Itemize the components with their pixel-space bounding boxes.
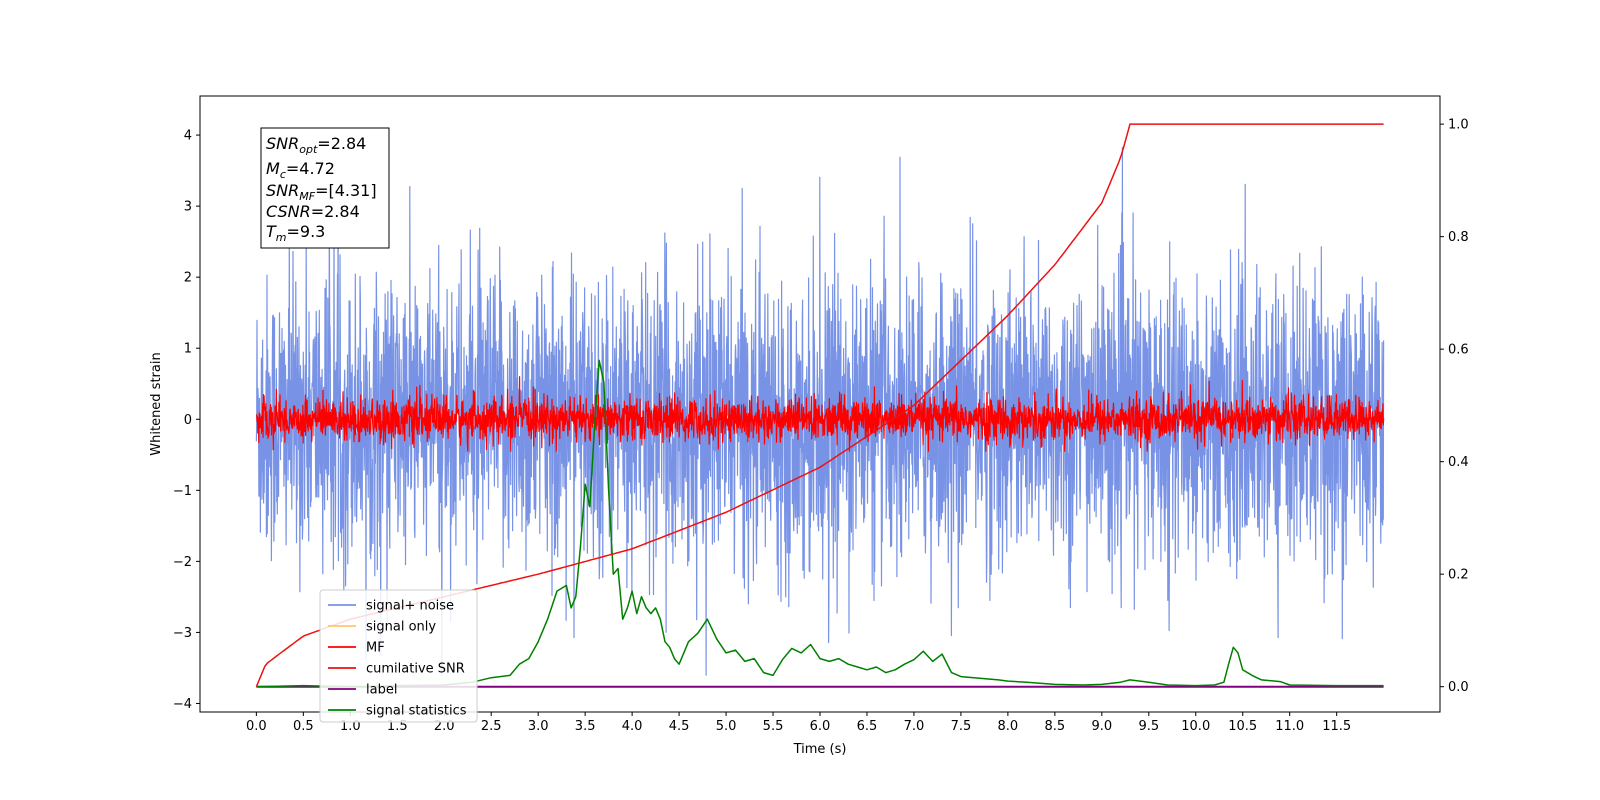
x-tick-label-5: 2.5 [481, 719, 502, 734]
x-tick-label-22: 11.0 [1275, 719, 1304, 734]
x-axis-label: Time (s) [793, 742, 847, 757]
x-tick-label-20: 10.0 [1181, 719, 1210, 734]
x-tick-label-4: 2.0 [434, 719, 455, 734]
x-tick-label-1: 0.5 [293, 719, 314, 734]
x-tick-label-19: 9.5 [1138, 719, 1159, 734]
series-signal-statistics [256, 359, 1384, 688]
annotation-snr-opt: SNRopt=2.84 [266, 134, 366, 156]
x-tick-label-16: 8.0 [998, 719, 1019, 734]
x-tick-label-3: 1.5 [387, 719, 408, 734]
annotation-snr-mf: SNRMF=[4.31] [266, 181, 377, 203]
y-tick-label-2: 2 [184, 271, 192, 286]
y2-tick-label-5: 0.0 [1448, 680, 1469, 695]
x-tick-label-13: 6.5 [857, 719, 878, 734]
y-tick-label-1: 3 [184, 200, 192, 215]
y-tick-label-8: −4 [173, 697, 192, 712]
x-tick-label-23: 11.5 [1322, 719, 1351, 734]
legend: signal+ noise signal only MF cumilative SNR… [319, 589, 478, 723]
x-tick-label-2: 1.0 [340, 719, 361, 734]
y-axis-label: Whitened strain [149, 352, 164, 455]
annotation-csnr: CSNR=2.84 [266, 202, 360, 221]
legend-label-2: MF [366, 641, 385, 656]
x-tick-label-15: 7.5 [951, 719, 972, 734]
legend-label-1: signal only [366, 620, 436, 635]
y-axis-right: 1.0 0.8 0.6 0.4 0.2 0.0 [1440, 118, 1469, 695]
y-axis-left: 4 3 2 1 0 −1 −2 −3 −4 [173, 129, 200, 712]
x-axis: 0.0 0.5 1.0 1.5 2.0 2.5 3.0 3.5 4.0 4.5 5.0 5.5 6.0 6… [246, 712, 1351, 734]
x-tick-label-12: 6.0 [810, 719, 831, 734]
x-tick-label-14: 7.0 [904, 719, 925, 734]
annotation-box: SNRopt=2.84 Mc=4.72 SNRMF=[4.31] CSNR=2.… [260, 127, 390, 249]
y2-tick-label-1: 0.8 [1448, 230, 1469, 245]
y-tick-label-5: −1 [173, 484, 192, 499]
series-mf [256, 376, 1385, 452]
legend-label-0: signal+ noise [366, 599, 454, 614]
x-tick-label-8: 4.0 [622, 719, 643, 734]
x-tick-label-18: 9.0 [1091, 719, 1112, 734]
y-tick-label-0: 4 [184, 129, 192, 144]
annotation-tm: Tm=9.3 [266, 222, 325, 244]
annotation-mc: Mc=4.72 [266, 159, 335, 181]
y2-tick-label-4: 0.2 [1448, 568, 1469, 583]
x-tick-label-9: 4.5 [669, 719, 690, 734]
x-tick-label-10: 5.0 [716, 719, 737, 734]
y-tick-label-7: −3 [173, 626, 192, 641]
y2-tick-label-2: 0.6 [1448, 343, 1469, 358]
y2-tick-label-3: 0.4 [1448, 455, 1469, 470]
x-tick-label-21: 10.5 [1228, 719, 1257, 734]
x-tick-label-11: 5.5 [763, 719, 784, 734]
legend-label-5: signal statistics [366, 704, 467, 719]
y-tick-label-6: −2 [173, 555, 192, 570]
x-tick-label-0: 0.0 [246, 719, 267, 734]
x-tick-label-7: 3.5 [575, 719, 596, 734]
legend-label-4: label [366, 683, 397, 698]
legend-label-3: cumilative SNR [366, 662, 465, 677]
x-tick-label-17: 8.5 [1045, 719, 1066, 734]
y-tick-label-3: 1 [184, 342, 192, 357]
y2-tick-label-0: 1.0 [1448, 118, 1469, 133]
y-tick-label-4: 0 [184, 413, 192, 428]
x-tick-label-6: 3.0 [528, 719, 549, 734]
